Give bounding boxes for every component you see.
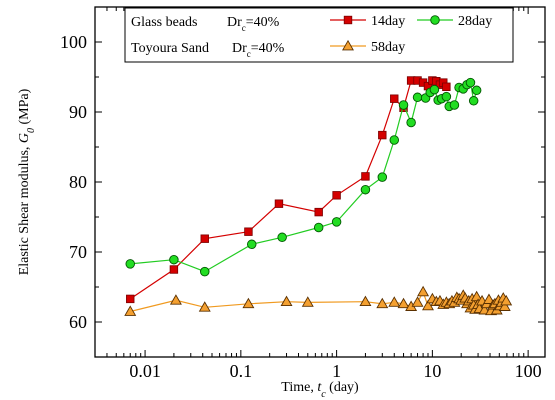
data-point-58day xyxy=(280,295,293,307)
data-point-58day xyxy=(470,290,483,302)
data-point-58day xyxy=(500,294,513,306)
data-point-14day xyxy=(244,227,253,236)
data-point-58day xyxy=(417,285,430,297)
data-point-14day xyxy=(314,207,323,217)
x-tick-label: 0.1 xyxy=(230,361,253,381)
data-point-28day xyxy=(247,239,257,250)
data-point-58day xyxy=(388,296,401,307)
legend-entry-58day: 58day xyxy=(330,39,405,55)
data-point-14day xyxy=(200,234,209,243)
legend-label: 14day xyxy=(371,14,405,29)
legend-label: 28day xyxy=(458,14,492,29)
legend-entry-14day: 14day xyxy=(330,14,405,29)
data-point-14day xyxy=(390,94,399,103)
legend-label: 58day xyxy=(371,40,405,55)
x-tick-label: 0.01 xyxy=(129,361,161,381)
data-point-58day xyxy=(169,294,182,305)
legend-marker-14day xyxy=(343,15,353,25)
data-point-28day xyxy=(449,100,460,110)
legend-box xyxy=(124,7,514,63)
legend: Glass beads Drc=40% Toyoura Sand Drc=40% 14d… xyxy=(124,7,514,63)
data-point-28day xyxy=(377,172,388,182)
x-tick-label: 1 xyxy=(332,361,341,381)
y-tick-label: 70 xyxy=(69,242,87,262)
data-point-28day xyxy=(360,184,371,195)
series-28day xyxy=(125,77,482,277)
axes: 60 70 80 90 100 0.01 0.1 1 10 100 xyxy=(60,6,546,381)
data-point-58day xyxy=(124,305,137,316)
data-point-28day xyxy=(169,254,179,265)
data-point-58day xyxy=(411,296,424,307)
y-axis-label: Elastic Shear modulus, G0 (MPa) xyxy=(17,88,37,275)
legend-entry-28day: 28day xyxy=(417,14,492,29)
data-point-28day xyxy=(468,96,479,106)
data-point-14day xyxy=(169,265,179,274)
data-point-58day xyxy=(498,300,511,311)
data-point-28day xyxy=(125,259,135,269)
data-point-28day xyxy=(406,117,416,128)
data-point-28day xyxy=(331,217,342,227)
series-layer xyxy=(124,76,513,316)
y-tick-label: 90 xyxy=(69,102,87,122)
data-point-28day xyxy=(429,84,440,95)
data-point-58day xyxy=(376,297,389,309)
data-point-14day xyxy=(274,199,284,208)
data-point-28day xyxy=(277,232,287,243)
series-line-28day xyxy=(130,81,478,273)
data-point-58day xyxy=(301,296,314,307)
legend-marker-58day xyxy=(342,39,354,51)
series-58day xyxy=(124,285,513,316)
data-point-28day xyxy=(412,92,423,103)
y-tick-label: 100 xyxy=(60,32,87,52)
data-point-14day xyxy=(378,130,387,140)
data-point-14day xyxy=(332,191,341,200)
data-point-58day xyxy=(397,297,410,309)
data-point-14day xyxy=(126,294,135,304)
data-point-58day xyxy=(359,295,372,307)
data-point-28day xyxy=(200,266,210,277)
data-point-28day xyxy=(389,135,400,145)
legend-density: Drc=40% xyxy=(227,15,280,33)
data-point-28day xyxy=(471,85,482,96)
legend-density: Drc=40% xyxy=(232,41,285,59)
legend-material: Toyoura Sand xyxy=(131,41,209,56)
data-point-28day xyxy=(398,100,409,110)
data-point-28day xyxy=(441,91,452,102)
y-tick-label: 80 xyxy=(69,172,87,192)
data-point-58day xyxy=(422,299,434,311)
x-tick-label: 100 xyxy=(515,361,542,381)
data-point-28day xyxy=(465,77,476,88)
data-point-14day xyxy=(361,172,370,181)
x-axis-label: Time, tc (day) xyxy=(281,380,359,400)
data-point-58day xyxy=(482,293,495,304)
data-point-14day xyxy=(442,82,451,91)
legend-material: Glass beads xyxy=(131,15,198,30)
data-point-58day xyxy=(242,297,255,309)
legend-marker-28day xyxy=(430,15,440,25)
y-tick-label: 60 xyxy=(69,312,87,332)
x-tick-label: 10 xyxy=(423,361,441,381)
data-point-58day xyxy=(198,301,211,312)
data-point-28day xyxy=(313,222,324,233)
